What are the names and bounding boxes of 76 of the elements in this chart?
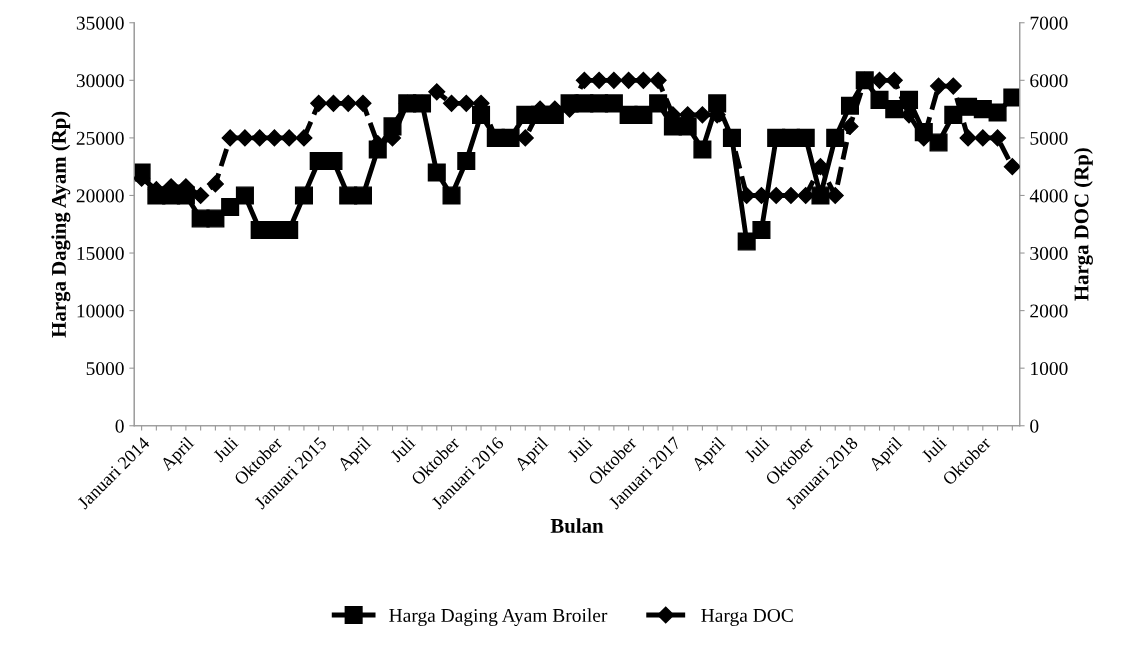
point [221,129,239,147]
point [649,71,667,89]
point [989,129,1007,147]
point [575,71,593,89]
point [796,128,815,147]
point [811,186,830,205]
y-tick-label: 0 [115,419,124,433]
point [605,71,623,89]
point [590,71,608,89]
legend-label: Harga Daging Ayam Broiler [389,608,608,626]
point [885,100,904,119]
point [442,186,461,205]
point [737,232,756,251]
point [221,197,240,217]
point [295,129,313,147]
point [428,83,446,101]
point [944,77,962,95]
point [265,129,283,147]
y2-tick-label: 0 [1030,419,1039,433]
point [797,186,815,205]
y2-tick-label: 5000 [1030,131,1068,145]
y2-tick-label: 6000 [1030,74,1068,88]
point [693,140,712,159]
point [235,186,254,205]
point [206,209,225,228]
point [457,94,475,112]
point [634,71,652,89]
point [294,186,313,205]
point [442,94,461,112]
point [427,163,446,182]
point [929,133,948,152]
y2-tick-label: 3000 [1030,246,1068,260]
y-tick-label: 20000 [76,189,124,203]
point [693,106,711,124]
point [826,128,845,147]
point [310,94,328,112]
point [457,151,476,170]
y2-axis-title: Harga DOC (Rp) [1073,148,1093,301]
point [649,94,668,113]
point [192,186,210,205]
point [959,129,977,147]
point [929,77,948,95]
y-axis-title: Harga Daging Ayam (Rp) [51,111,71,338]
point [988,103,1007,122]
point [353,186,373,205]
y-tick-label: 35000 [76,16,124,30]
point [885,71,903,89]
point [870,90,889,109]
y2-tick-label: 7000 [1030,16,1068,30]
y-tick-label: 5000 [86,361,124,376]
point [1003,158,1020,176]
point [354,94,372,112]
y2-tick-label: 2000 [1030,304,1068,318]
point [339,94,357,112]
point [634,105,653,124]
point [841,117,859,135]
point [620,71,638,89]
point [206,175,224,193]
y-tick-label: 15000 [77,246,124,260]
point [280,129,298,147]
point [1003,88,1020,107]
point [974,129,992,147]
point [280,220,299,240]
y-tick-label: 30000 [76,74,124,88]
point [236,129,254,147]
y-tick-label: 25000 [76,131,124,145]
point [324,94,343,112]
point [752,220,771,240]
legend-label: Harga DOC [701,608,793,626]
y2-tick-label: 1000 [1031,361,1068,376]
x-axis-title: Bulan [550,518,604,533]
point [604,94,623,113]
y2-tick-label: 4000 [1029,189,1068,203]
y-tick-label: 10000 [77,304,124,318]
point [251,129,269,147]
point [782,186,800,205]
